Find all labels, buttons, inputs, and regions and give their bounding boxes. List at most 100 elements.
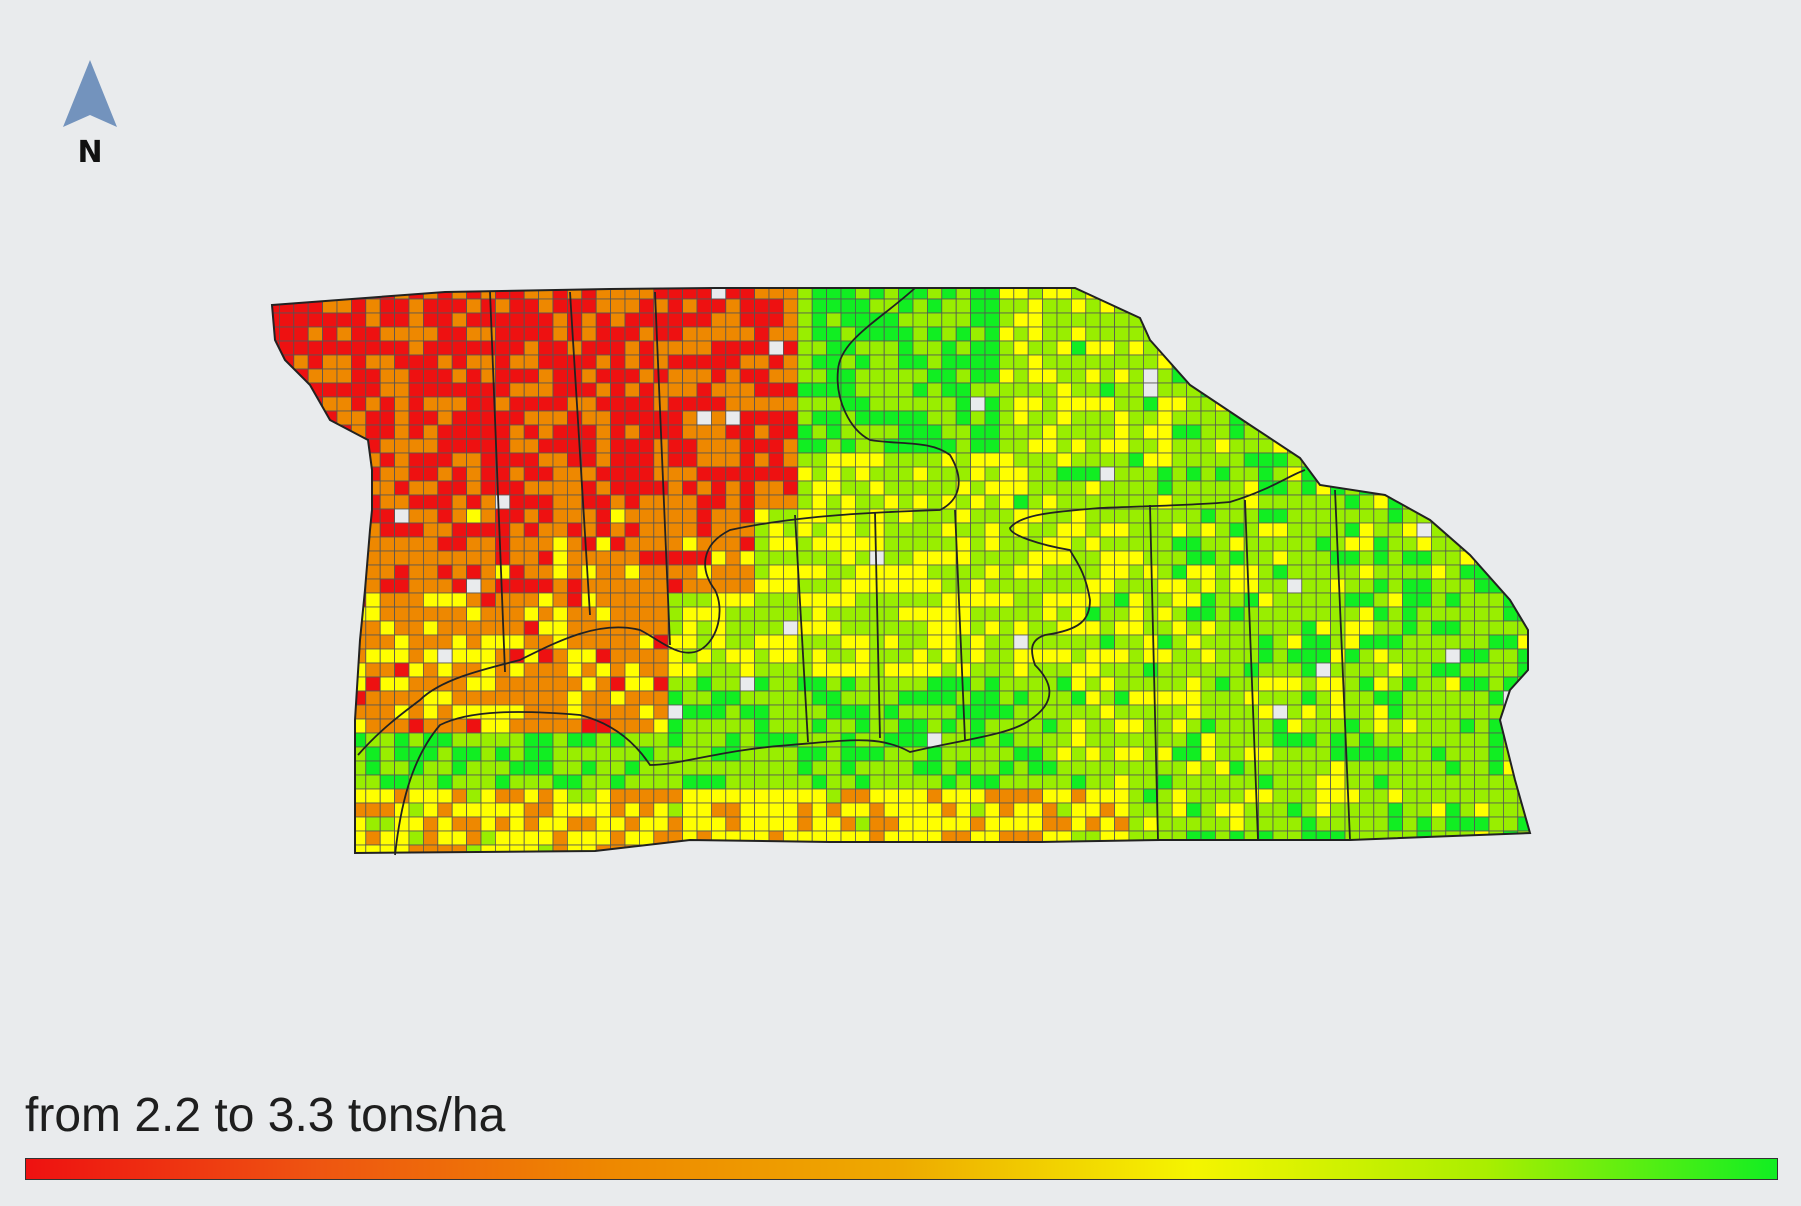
yield-cell bbox=[1373, 550, 1389, 566]
yield-cell bbox=[1517, 592, 1530, 608]
yield-cell bbox=[1359, 382, 1375, 398]
yield-cell bbox=[278, 410, 295, 426]
yield-cell bbox=[1272, 606, 1288, 622]
yield-cell bbox=[725, 382, 741, 398]
yield-cell bbox=[667, 732, 684, 748]
yield-cell bbox=[437, 550, 453, 566]
yield-cell bbox=[1272, 480, 1288, 496]
yield-cell bbox=[1416, 382, 1432, 398]
yield-cell bbox=[754, 648, 770, 664]
yield-cell bbox=[970, 634, 986, 650]
yield-cell bbox=[1027, 368, 1043, 384]
yield-cell bbox=[1042, 788, 1058, 804]
yield-cell bbox=[927, 648, 943, 664]
yield-cell bbox=[725, 494, 741, 510]
yield-cell bbox=[1387, 480, 1403, 496]
yield-cell bbox=[984, 760, 1000, 776]
yield-cell bbox=[624, 494, 640, 510]
yield-cell bbox=[293, 340, 309, 356]
yield-cell bbox=[1099, 634, 1115, 650]
yield-cell bbox=[480, 326, 496, 342]
yield-cell bbox=[1431, 844, 1447, 853]
yield-cell bbox=[1387, 844, 1403, 853]
yield-cell bbox=[1387, 382, 1403, 398]
yield-cell bbox=[1143, 606, 1159, 622]
yield-cell bbox=[1532, 313, 1546, 327]
yield-cell bbox=[682, 312, 698, 328]
yield-cell bbox=[1099, 438, 1115, 454]
yield-cell bbox=[840, 704, 856, 720]
yield-cell bbox=[1459, 648, 1475, 664]
yield-cell bbox=[1114, 550, 1130, 566]
yield-cell bbox=[898, 550, 914, 566]
yield-cell bbox=[1085, 312, 1101, 328]
yield-cell bbox=[1071, 718, 1087, 734]
yield-cell bbox=[1373, 326, 1389, 342]
yield-cell bbox=[1200, 312, 1216, 328]
yield-cell bbox=[855, 340, 871, 356]
yield-cell bbox=[912, 522, 928, 538]
yield-cell bbox=[408, 438, 424, 454]
yield-cell bbox=[653, 718, 669, 734]
yield-cell bbox=[408, 662, 424, 678]
yield-cell bbox=[1474, 368, 1490, 384]
yield-cell bbox=[278, 298, 295, 314]
yield-cell bbox=[1027, 606, 1043, 622]
yield-cell bbox=[451, 746, 468, 762]
yield-cell bbox=[1114, 718, 1130, 734]
yield-cell bbox=[437, 620, 453, 636]
yield-cell bbox=[379, 746, 396, 762]
yield-cell bbox=[667, 396, 684, 412]
yield-cell bbox=[523, 550, 540, 566]
yield-cell bbox=[984, 396, 1000, 412]
yield-cell bbox=[811, 298, 828, 314]
yield-cell bbox=[1042, 578, 1058, 594]
yield-cell bbox=[624, 536, 640, 552]
yield-cell bbox=[567, 410, 583, 426]
yield-cell bbox=[1186, 438, 1202, 454]
yield-cell bbox=[840, 592, 856, 608]
yield-cell bbox=[1287, 288, 1303, 300]
yield-cell bbox=[278, 690, 295, 706]
yield-cell bbox=[1157, 522, 1173, 538]
yield-cell bbox=[653, 508, 669, 524]
yield-cell bbox=[826, 326, 842, 342]
yield-cell bbox=[1315, 424, 1331, 440]
yield-cell bbox=[912, 578, 928, 594]
yield-cell bbox=[1128, 452, 1144, 468]
yield-cell bbox=[999, 859, 1013, 873]
yield-cell bbox=[653, 494, 669, 510]
yield-cell bbox=[1474, 326, 1490, 342]
yield-cell bbox=[1373, 410, 1389, 426]
yield-cell bbox=[1532, 705, 1546, 719]
yield-cell bbox=[1315, 816, 1331, 832]
yield-cell bbox=[279, 859, 293, 873]
yield-cell bbox=[494, 830, 511, 846]
yield-cell bbox=[1071, 522, 1087, 538]
yield-cell bbox=[495, 859, 509, 873]
yield-cell bbox=[1344, 424, 1360, 440]
yield-cell bbox=[1128, 410, 1144, 426]
yield-cell bbox=[323, 859, 337, 873]
yield-cell bbox=[711, 494, 727, 510]
yield-cell bbox=[1301, 288, 1317, 300]
yield-cell bbox=[840, 746, 856, 762]
yield-cell bbox=[379, 774, 396, 790]
yield-cell bbox=[1186, 592, 1202, 608]
yield-cell bbox=[769, 859, 783, 873]
yield-cell bbox=[711, 396, 727, 412]
yield-cell bbox=[725, 438, 741, 454]
yield-cell bbox=[639, 676, 655, 692]
yield-cell bbox=[624, 326, 640, 342]
yield-cell bbox=[1114, 830, 1130, 846]
yield-cell bbox=[1532, 411, 1546, 425]
yield-cell bbox=[466, 522, 482, 538]
yield-cell bbox=[999, 760, 1015, 776]
yield-cell bbox=[927, 788, 943, 804]
yield-cell bbox=[581, 382, 597, 398]
yield-cell bbox=[1445, 606, 1461, 622]
yield-cell bbox=[682, 732, 698, 748]
yield-cell bbox=[696, 522, 712, 538]
yield-cell bbox=[883, 690, 900, 706]
yield-cell bbox=[293, 690, 309, 706]
